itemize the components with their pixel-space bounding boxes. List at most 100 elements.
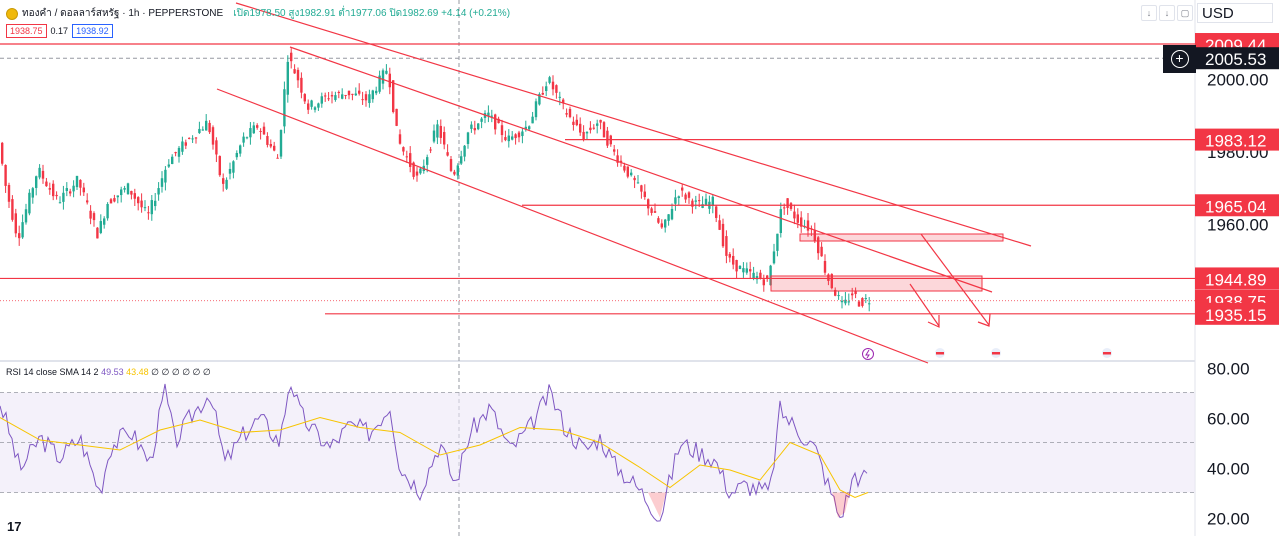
channel-lower-line[interactable]: [216, 88, 929, 364]
price-label-text: 2005.53: [1205, 50, 1266, 69]
candle-body: [18, 233, 21, 239]
candle-body: [531, 116, 534, 124]
candle-body: [806, 220, 810, 231]
candle-body: [303, 94, 306, 102]
candle-body: [786, 198, 789, 209]
candle-body: [545, 86, 548, 91]
candle-body: [24, 209, 28, 223]
candle-body: [235, 153, 238, 158]
currency-selector[interactable]: USD: [1197, 3, 1273, 23]
candle-body: [296, 69, 300, 81]
candle-body: [653, 211, 657, 213]
candle-body: [800, 217, 803, 227]
arrow-head-1: [927, 315, 940, 328]
candle-body: [222, 178, 225, 184]
candle-body: [704, 198, 708, 205]
candle-body: [262, 126, 266, 135]
candle-body: [208, 122, 211, 133]
candle-body: [749, 269, 752, 272]
bid-price[interactable]: 1938.75: [6, 24, 47, 38]
rsi-line[interactable]: [0, 383, 868, 522]
candle-body: [633, 177, 636, 181]
price-label-2005.53[interactable]: 2005.53: [1195, 47, 1279, 70]
candle-body: [687, 192, 691, 198]
candle-body: [109, 199, 113, 204]
candle-body: [279, 130, 283, 157]
price-label-text: 1935.15: [1205, 306, 1266, 325]
projection-arrow-1[interactable]: [909, 283, 940, 327]
candle-body: [371, 90, 374, 100]
candle-body: [868, 303, 871, 305]
candle-body: [664, 219, 667, 228]
lightning-event-icon[interactable]: [862, 348, 874, 360]
us-flag-event-icon[interactable]: [1101, 347, 1113, 359]
us-flag-event-icon[interactable]: [990, 347, 1002, 359]
candle-body: [409, 153, 412, 167]
candle-body: [341, 94, 344, 99]
price-label-1983.12[interactable]: 1983.12: [1195, 128, 1279, 151]
rsi-sma-line[interactable]: [0, 416, 869, 499]
bid-ask-panel[interactable]: 1938.75 0.17 1938.92: [6, 24, 113, 38]
arrow-up-icon[interactable]: ↓: [1141, 5, 1157, 21]
candle-body: [847, 301, 850, 303]
channel-middle-line[interactable]: [289, 46, 993, 293]
candle-body: [317, 103, 320, 108]
candle-body: [480, 118, 483, 122]
candle-body: [602, 122, 606, 138]
candle-body: [116, 195, 119, 198]
price-label-1965.04[interactable]: 1965.04: [1195, 194, 1279, 217]
candle-body: [41, 170, 45, 179]
candle-body: [218, 156, 221, 176]
rsi-legend[interactable]: RSI 14 close SMA 14 2 49.53 43.48 ∅ ∅ ∅ …: [6, 367, 211, 378]
candle-body: [82, 187, 85, 193]
candle-body: [198, 128, 201, 134]
scale-tools: ↓ ↓ ▢: [1141, 5, 1193, 21]
price-label-1944.89[interactable]: 1944.89: [1195, 267, 1279, 290]
us-flag-event-icon[interactable]: [934, 347, 946, 359]
candle-body: [715, 206, 718, 218]
candle-body: [674, 197, 677, 204]
candle-body: [436, 124, 439, 138]
ask-price[interactable]: 1938.92: [72, 24, 113, 38]
candle-body: [619, 160, 623, 163]
candle-body: [171, 156, 174, 165]
candle-body: [7, 185, 11, 202]
candle-body: [460, 156, 463, 164]
price-label-text: 1944.89: [1205, 270, 1266, 289]
candle-body: [507, 135, 510, 142]
candle-body: [640, 185, 643, 192]
channel-upper-line[interactable]: [235, 2, 1032, 247]
candle-body: [48, 188, 51, 190]
candle-body: [225, 179, 228, 189]
supply-zone-lower[interactable]: [770, 275, 983, 292]
arrow-head-2: [977, 313, 991, 327]
candle-body: [276, 157, 279, 159]
candle-body: [337, 92, 340, 94]
candle-body: [616, 155, 619, 163]
price-label-1935.15[interactable]: 1935.15: [1195, 302, 1279, 325]
candle-body: [840, 300, 844, 303]
candle-body: [725, 236, 728, 256]
candle-body: [31, 188, 34, 198]
candle-body: [453, 171, 456, 175]
candle-body: [555, 85, 558, 93]
candle-body: [11, 199, 14, 220]
projection-arrow-2[interactable]: [920, 233, 990, 326]
candle-body: [381, 70, 385, 84]
arrow-down-icon[interactable]: ↓: [1159, 5, 1175, 21]
candle-body: [534, 101, 538, 118]
symbol-title[interactable]: ทองคำ / ดอลลาร์สหรัฐ · 1h · PEPPERSTONE: [22, 8, 224, 19]
spread-value: 0.17: [50, 26, 69, 36]
symbol-legend[interactable]: ทองคำ / ดอลลาร์สหรัฐ · 1h · PEPPERSTONE …: [6, 6, 510, 21]
candle-body: [514, 134, 517, 139]
candle-body: [368, 94, 371, 104]
candle-body: [239, 145, 242, 154]
supply-zone-upper[interactable]: [799, 233, 1004, 242]
candle-body: [330, 95, 334, 97]
add-alert-button[interactable]: +: [1163, 45, 1196, 73]
candle-body: [660, 223, 663, 228]
window-icon[interactable]: ▢: [1177, 5, 1193, 21]
candle-body: [351, 93, 354, 95]
candle-body: [375, 90, 378, 94]
